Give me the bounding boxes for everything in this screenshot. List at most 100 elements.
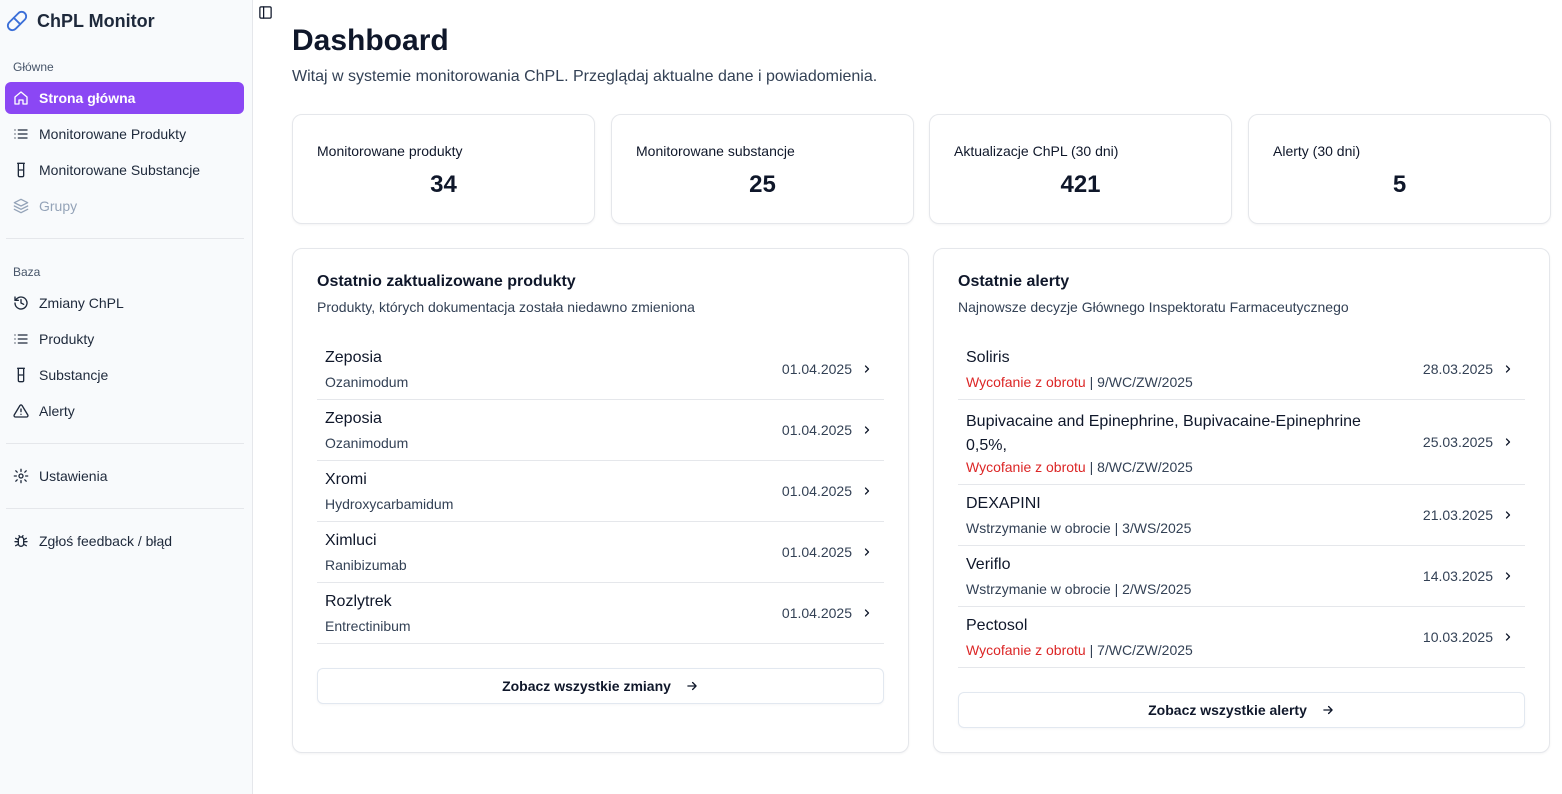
panel-left-icon [258, 5, 273, 20]
view-all-changes-button[interactable]: Zobacz wszystkie zmiany [317, 668, 884, 704]
alert-list: Soliris Wycofanie z obrotu | 9/WC/ZW/202… [958, 339, 1525, 668]
stat-label: Monitorowane substancje [636, 143, 795, 159]
sidebar-item-products[interactable]: Produkty [5, 323, 244, 355]
alert-decision: Wstrzymanie w obrocie | 3/WS/2025 [966, 520, 1191, 536]
alert-ref: | 2/WS/2025 [1110, 581, 1192, 597]
list-item[interactable]: Rozlytrek Entrectinibum 01.04.2025 [317, 583, 884, 644]
product-substance: Hydroxycarbamidum [325, 496, 454, 512]
product-name: Xromi [325, 471, 367, 488]
alert-date: 21.03.2025 [1422, 507, 1493, 523]
sidebar: ChPL Monitor Główne Strona główna Monito… [0, 0, 253, 794]
list-item[interactable]: DEXAPINI Wstrzymanie w obrocie | 3/WS/20… [958, 485, 1525, 546]
alert-decision: Wycofanie z obrotu | 8/WC/ZW/2025 [966, 459, 1193, 475]
product-name: Zeposia [325, 410, 382, 427]
alert-date: 14.03.2025 [1422, 568, 1493, 584]
stat-card-alerts: Alerty (30 dni) 5 [1248, 114, 1551, 224]
alert-decision: Wycofanie z obrotu | 7/WC/ZW/2025 [966, 642, 1193, 658]
stat-label: Monitorowane produkty [317, 143, 463, 159]
view-all-alerts-button[interactable]: Zobacz wszystkie alerty [958, 692, 1525, 728]
product-substance: Ranibizumab [325, 557, 407, 573]
sidebar-item-label: Ustawienia [39, 468, 108, 484]
product-list: Zeposia Ozanimodum 01.04.2025 Zeposia Oz… [317, 339, 884, 644]
chevron-right-icon [860, 545, 874, 559]
sidebar-item-settings[interactable]: Ustawienia [5, 460, 244, 492]
sidebar-item-label: Zgłoś feedback / błąd [39, 533, 173, 549]
bug-icon [13, 533, 29, 549]
list-icon [13, 331, 29, 347]
chevron-right-icon [1501, 508, 1515, 522]
alert-type: Wycofanie z obrotu [966, 642, 1086, 658]
product-substance: Ozanimodum [325, 435, 409, 451]
alert-type: Wstrzymanie w obrocie [966, 520, 1111, 536]
product-name: Zeposia [325, 349, 382, 366]
alert-ref: | 3/WS/2025 [1110, 520, 1192, 536]
panel-description: Produkty, których dokumentacja została n… [317, 299, 695, 315]
chevron-right-icon [860, 362, 874, 376]
nav-feedback: Zgłoś feedback / błąd [5, 525, 244, 561]
list-icon [13, 126, 29, 142]
product-date: 01.04.2025 [781, 605, 852, 621]
product-name: Ximluci [325, 532, 377, 549]
sidebar-item-label: Monitorowane Produkty [39, 126, 187, 142]
alert-product-name: Bupivacaine and Epinephrine, Bupivacaine… [966, 413, 1361, 454]
flask-icon [13, 367, 29, 383]
sidebar-item-substances[interactable]: Substancje [5, 359, 244, 391]
list-item[interactable]: Pectosol Wycofanie z obrotu | 7/WC/ZW/20… [958, 607, 1525, 668]
alert-ref: | 9/WC/ZW/2025 [1085, 374, 1193, 390]
chevron-right-icon [860, 423, 874, 437]
button-label: Zobacz wszystkie alerty [1148, 702, 1307, 718]
sidebar-item-home[interactable]: Strona główna [5, 82, 244, 114]
button-label: Zobacz wszystkie zmiany [502, 678, 671, 694]
alert-ref: | 8/WC/ZW/2025 [1085, 459, 1193, 475]
recent-alerts-panel: Ostatnie alerty Najnowsze decyzje Główne… [933, 248, 1550, 753]
list-item[interactable]: Ximluci Ranibizumab 01.04.2025 [317, 522, 884, 583]
brand[interactable]: ChPL Monitor [6, 8, 155, 34]
product-substance: Ozanimodum [325, 374, 409, 390]
nav-settings: Ustawienia [5, 460, 244, 496]
stat-card-chpl-updates: Aktualizacje ChPL (30 dni) 421 [929, 114, 1232, 224]
alert-type: Wstrzymanie w obrocie [966, 581, 1111, 597]
arrow-right-icon [1321, 703, 1335, 717]
stat-value: 25 [749, 171, 776, 198]
alert-product-name: Veriflo [966, 556, 1011, 573]
stat-card-monitored-substances: Monitorowane substancje 25 [611, 114, 914, 224]
alert-ref: | 7/WC/ZW/2025 [1085, 642, 1193, 658]
list-item[interactable]: Bupivacaine and Epinephrine, Bupivacaine… [958, 400, 1525, 485]
panel-title: Ostatnio zaktualizowane produkty [317, 273, 576, 290]
sidebar-item-groups[interactable]: Grupy [5, 190, 244, 222]
list-item[interactable]: Xromi Hydroxycarbamidum 01.04.2025 [317, 461, 884, 522]
sidebar-item-monitored-products[interactable]: Monitorowane Produkty [5, 118, 244, 150]
product-date: 01.04.2025 [781, 544, 852, 560]
product-date: 01.04.2025 [781, 483, 852, 499]
sidebar-toggle-button[interactable] [257, 4, 273, 20]
divider [6, 238, 244, 239]
recent-products-panel: Ostatnio zaktualizowane produkty Produkt… [292, 248, 909, 753]
sidebar-item-alerts[interactable]: Alerty [5, 395, 244, 427]
chevron-right-icon [860, 606, 874, 620]
product-name: Rozlytrek [325, 593, 392, 610]
sidebar-item-chpl-changes[interactable]: Zmiany ChPL [5, 287, 244, 319]
sidebar-item-feedback[interactable]: Zgłoś feedback / błąd [5, 525, 244, 557]
sidebar-item-label: Substancje [39, 367, 109, 383]
chevron-right-icon [860, 484, 874, 498]
list-item[interactable]: Zeposia Ozanimodum 01.04.2025 [317, 339, 884, 400]
panel-description: Najnowsze decyzje Głównego Inspektoratu … [958, 299, 1349, 315]
alert-triangle-icon [13, 403, 29, 419]
list-item[interactable]: Veriflo Wstrzymanie w obrocie | 2/WS/202… [958, 546, 1525, 607]
sidebar-item-monitored-substances[interactable]: Monitorowane Substancje [5, 154, 244, 186]
stat-value: 34 [430, 171, 457, 198]
arrow-right-icon [685, 679, 699, 693]
page-title: Dashboard [292, 24, 449, 57]
list-item[interactable]: Zeposia Ozanimodum 01.04.2025 [317, 400, 884, 461]
list-item[interactable]: Soliris Wycofanie z obrotu | 9/WC/ZW/202… [958, 339, 1525, 400]
sidebar-item-label: Produkty [39, 331, 95, 347]
alert-product-name: DEXAPINI [966, 495, 1041, 512]
alert-product-name: Soliris [966, 349, 1010, 366]
flask-icon [13, 162, 29, 178]
page-subtitle: Witaj w systemie monitorowania ChPL. Prz… [292, 68, 878, 85]
panel-title: Ostatnie alerty [958, 273, 1070, 290]
alert-date: 10.03.2025 [1422, 629, 1493, 645]
stat-card-monitored-products: Monitorowane produkty 34 [292, 114, 595, 224]
alert-type: Wycofanie z obrotu [966, 459, 1086, 475]
alert-type: Wycofanie z obrotu [966, 374, 1086, 390]
